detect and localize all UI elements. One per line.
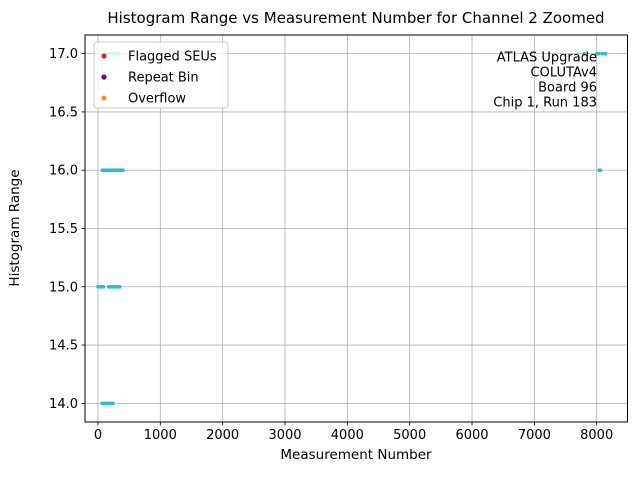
legend: Flagged SEUs Repeat Bin Overflow [93, 41, 229, 109]
y-tick-label: 16.5 [49, 105, 78, 120]
x-tick-label: 3000 [268, 428, 301, 443]
annotation-block: ATLAS Upgrade COLUTAv4 Board 96 Chip 1, … [493, 51, 597, 111]
y-tick-label: 16.0 [49, 164, 78, 179]
annotation-line: COLUTAv4 [531, 66, 597, 81]
scatter-point [603, 51, 608, 56]
y-tick-label: 14.5 [49, 339, 78, 354]
x-tick-label: 4000 [331, 428, 364, 443]
y-tick-label: 15.5 [49, 222, 78, 237]
x-tick-label: 5000 [393, 428, 426, 443]
scatter-point [598, 168, 603, 172]
annotation-line: Board 96 [538, 81, 597, 96]
legend-label-repeat-bin: Repeat Bin [128, 71, 199, 86]
legend-label-flagged-seus: Flagged SEUs [128, 50, 217, 65]
axis-ticks-layer: 0 1000 2000 3000 4000 5000 6000 7000 8000 14.0 14.… [49, 47, 613, 443]
x-tick-label: 6000 [455, 428, 488, 443]
scatter-point [101, 285, 106, 289]
x-tick-label: 8000 [580, 428, 613, 443]
scatter-point [104, 401, 108, 406]
x-axis-label: Measurement Number [280, 447, 432, 463]
annotation-line: ATLAS Upgrade [497, 51, 597, 66]
grid-layer [85, 35, 628, 422]
x-tick-label: 2000 [206, 428, 239, 443]
scatter-point [600, 51, 605, 56]
scatter-point [121, 168, 125, 172]
chart-title: Histogram Range vs Measurement Number fo… [107, 9, 604, 27]
legend-marker-repeat-bin-icon [101, 74, 107, 80]
x-tick-label: 7000 [518, 428, 551, 443]
y-tick-label: 15.0 [49, 280, 78, 295]
scatter-point [596, 51, 601, 56]
scatter-point [118, 285, 122, 289]
x-tick-label: 1000 [144, 428, 177, 443]
legend-box [93, 41, 229, 109]
y-axis-label: Histogram Range [7, 169, 23, 286]
legend-label-overflow: Overflow [128, 92, 186, 107]
x-tick-label: 0 [94, 428, 102, 443]
legend-marker-flagged-seus-icon [101, 53, 107, 59]
y-tick-label: 14.0 [49, 397, 78, 412]
y-tick-label: 17.0 [49, 47, 78, 62]
annotation-line: Chip 1, Run 183 [493, 96, 597, 111]
scatter-point [582, 51, 586, 56]
legend-marker-overflow-icon [101, 95, 107, 101]
scatter-point [111, 401, 115, 406]
scatter-point [108, 401, 113, 406]
